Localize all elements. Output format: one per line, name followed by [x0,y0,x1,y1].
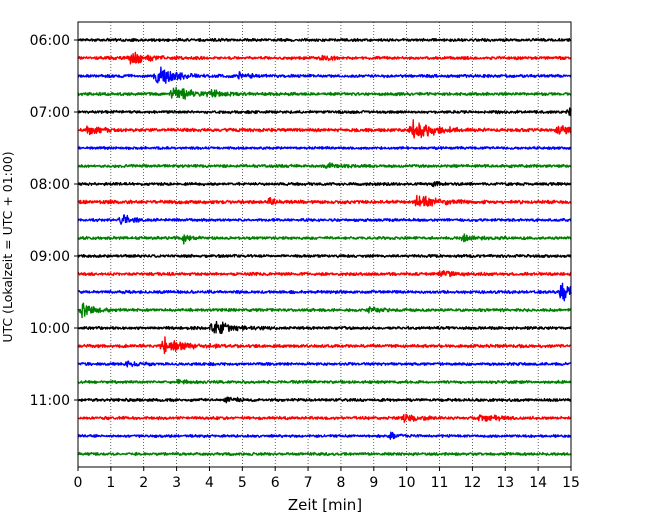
seismogram-trace-2 [77,66,572,84]
y-tick-label: 08:00 [30,177,70,193]
x-tick-label: 3 [172,475,181,491]
x-tick-label: 10 [398,475,416,491]
y-tick-label: 10:00 [30,321,70,337]
seismogram-trace-16 [77,320,572,335]
x-axis-label: Zeit [min] [288,496,362,514]
x-tick-label: 0 [74,475,83,491]
seismogram-trace-6 [77,145,572,151]
trace-layer [77,37,572,457]
x-tick-label: 1 [106,475,115,491]
seismogram-trace-0 [77,37,572,43]
x-tick-label: 5 [238,475,247,491]
seismogram-trace-19 [77,378,572,385]
x-tick-label: 13 [496,475,514,491]
x-tick-label: 7 [304,475,313,491]
y-tick-label: 06:00 [30,33,70,49]
x-tick-label: 2 [139,475,148,491]
grid-layer [110,22,539,467]
x-tick-label: 12 [463,475,481,491]
x-axis-ticks: 0 1 2 3 4 5 6 7 8 9 10 11 12 13 14 15 [74,467,580,491]
seismogram-trace-14 [77,282,572,302]
seismogram-trace-7 [77,162,572,169]
seismogram-trace-9 [77,194,572,207]
x-tick-label: 9 [369,475,378,491]
x-tick-label: 6 [271,475,280,491]
seismogram-trace-11 [77,233,572,245]
seismogram-trace-5 [77,119,572,139]
x-tick-label: 11 [431,475,449,491]
x-tick-label: 14 [529,475,547,491]
seismogram-trace-13 [77,270,572,278]
seismogram-trace-8 [77,180,572,188]
x-tick-label: 4 [205,475,214,491]
y-tick-label: 07:00 [30,105,70,121]
y-axis-ticks: 06:00 07:00 08:00 09:00 10:00 11:00 [30,33,78,409]
y-tick-label: 09:00 [30,249,70,265]
seismogram-trace-15 [77,302,572,319]
x-tick-label: 15 [562,475,580,491]
seismogram-trace-21 [77,413,572,423]
x-tick-label: 8 [336,475,345,491]
seismogram-trace-23 [77,451,572,457]
seismogram-trace-4 [77,107,572,117]
seismogram-trace-17 [77,336,572,355]
seismogram-trace-3 [77,86,572,100]
y-tick-label: 11:00 [30,393,70,409]
seismogram-trace-12 [77,253,572,259]
seismogram-trace-1 [77,51,572,65]
plot-frame [77,21,572,468]
seismogram-trace-20 [77,396,572,404]
seismogram-trace-10 [77,214,572,225]
seismogram-trace-22 [77,431,572,440]
seismogram-trace-18 [77,360,572,368]
y-axis-label: UTC (Lokalzeit = UTC + 01:00) [0,151,15,342]
